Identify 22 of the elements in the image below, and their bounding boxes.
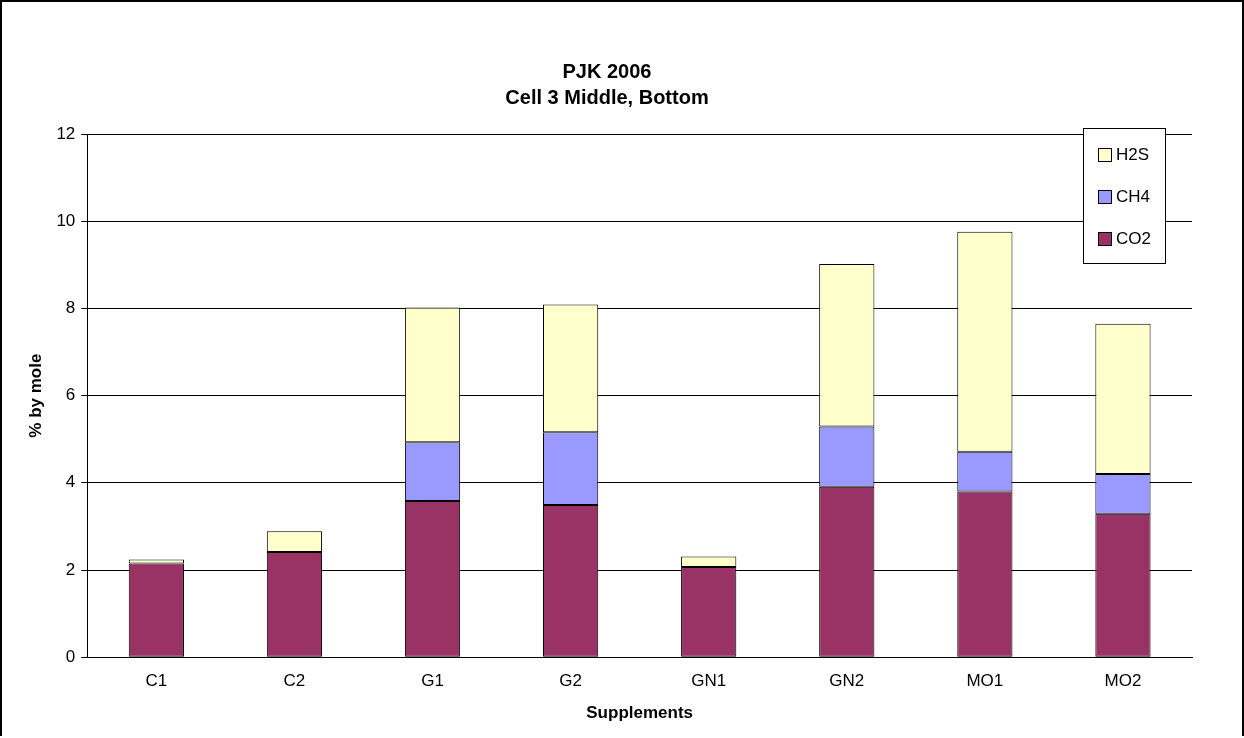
x-tick-label: G2 <box>559 671 582 691</box>
y-tick-label: 4 <box>65 472 76 492</box>
chart-subtitle: Cell 3 Middle, Bottom <box>505 85 709 108</box>
y-tick-label: 2 <box>65 559 76 579</box>
y-axis-title: % by mole <box>25 353 45 438</box>
x-tick-label: MO2 <box>1104 671 1142 691</box>
legend-label: CH4 <box>1116 187 1151 207</box>
x-tick-label: G1 <box>421 671 444 691</box>
x-tick-label: C2 <box>283 671 306 691</box>
y-tick-label: 6 <box>65 385 76 405</box>
y-tick-label: 12 <box>56 123 76 143</box>
y-tick-label: 8 <box>65 298 76 318</box>
x-tick-label: C1 <box>145 671 168 691</box>
x-tick-label: GN2 <box>829 671 865 691</box>
legend-label: CO2 <box>1116 229 1151 249</box>
x-axis-title: Supplements <box>586 703 694 723</box>
x-tick-label: MO1 <box>966 671 1004 691</box>
legend-label: H2S <box>1116 145 1150 165</box>
x-tick-label: GN1 <box>691 671 727 691</box>
chart-title: PJK 2006 <box>562 59 652 82</box>
y-tick-label: 0 <box>65 646 76 666</box>
y-tick-label: 10 <box>56 210 76 230</box>
